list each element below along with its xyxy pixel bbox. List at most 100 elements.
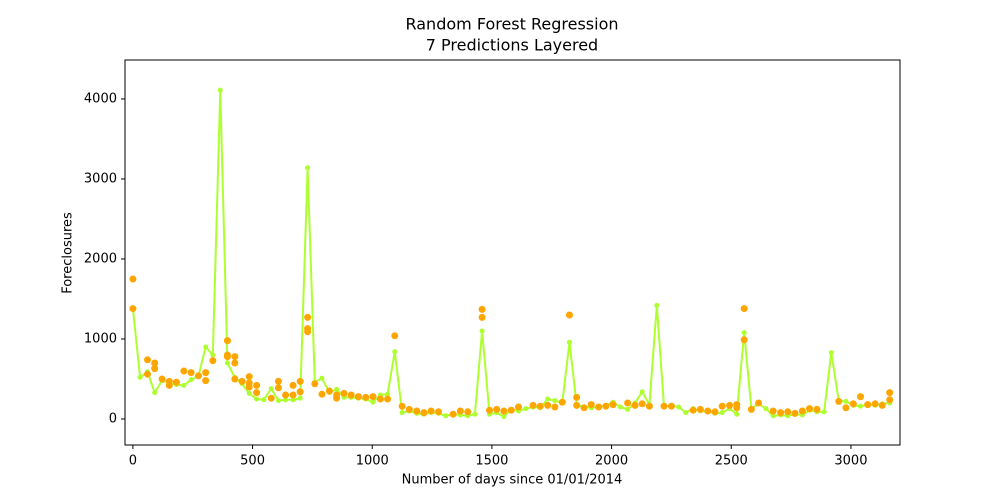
line-point <box>305 165 311 171</box>
scatter-point <box>209 357 217 365</box>
line-point <box>741 330 747 336</box>
scatter-point <box>886 396 894 404</box>
scatter-point <box>624 399 632 407</box>
line-point <box>617 404 623 410</box>
x-tick-label: 500 <box>240 454 265 469</box>
scatter-point <box>514 403 522 411</box>
scatter-point <box>536 402 544 410</box>
scatter-point <box>296 377 304 385</box>
scatter-point <box>609 401 617 409</box>
scatter-point <box>704 407 712 415</box>
line-point <box>443 413 449 419</box>
scatter-point <box>551 403 559 411</box>
line-point <box>261 397 267 403</box>
scatter-point <box>231 359 239 367</box>
scatter-point <box>245 373 253 381</box>
line-point <box>152 390 158 396</box>
x-tick-label: 2500 <box>715 454 748 469</box>
line-point <box>283 397 289 403</box>
line-point <box>625 406 631 412</box>
line-point <box>821 409 827 415</box>
scatter-point <box>864 401 872 409</box>
line-point <box>639 389 645 395</box>
scatter-point <box>187 369 195 377</box>
scatter-point <box>435 408 443 416</box>
scatter-point <box>791 409 799 417</box>
scatter-point <box>755 399 763 407</box>
line-point <box>545 396 551 402</box>
scatter-point <box>405 405 413 413</box>
scatter-point <box>529 401 537 409</box>
line-point <box>843 398 849 404</box>
y-tick-label: 0 <box>109 411 117 426</box>
scatter-point <box>478 305 486 313</box>
scatter-point <box>369 393 377 401</box>
y-tick-label: 2000 <box>84 251 117 266</box>
scatter-point <box>718 402 726 410</box>
scatter-point <box>165 381 173 389</box>
line-point <box>224 360 230 366</box>
scatter-point <box>223 337 231 345</box>
scatter-point <box>631 401 639 409</box>
scatter-point <box>180 367 188 375</box>
scatter-point <box>711 408 719 416</box>
scatter-point <box>813 405 821 413</box>
line-point <box>676 404 682 410</box>
scatter-point <box>318 390 326 398</box>
line-point <box>275 398 281 404</box>
scatter-point <box>871 400 879 408</box>
scatter-point <box>449 410 457 418</box>
scatter-point <box>333 394 341 402</box>
scatter-point <box>784 408 792 416</box>
line-point <box>770 413 776 419</box>
scatter-point <box>595 403 603 411</box>
scatter-point <box>878 401 886 409</box>
line-point <box>246 390 252 396</box>
line-point <box>217 87 223 93</box>
scatter-point <box>311 380 319 388</box>
scatter-point <box>384 395 392 403</box>
scatter-point <box>202 377 210 385</box>
scatter-point <box>580 404 588 412</box>
line-point <box>392 349 398 355</box>
line-point <box>399 410 405 416</box>
scatter-point <box>544 401 552 409</box>
line-point <box>203 344 209 350</box>
scatter-point <box>194 372 202 380</box>
scatter-point <box>747 405 755 413</box>
y-tick-label: 4000 <box>84 91 117 106</box>
scatter-point <box>573 401 581 409</box>
scatter-point <box>842 404 850 412</box>
scatter-point <box>507 406 515 414</box>
scatter-point <box>398 402 406 410</box>
line-point <box>472 411 478 417</box>
x-tick-label: 3000 <box>834 454 867 469</box>
line-point <box>763 406 769 412</box>
line-point <box>683 410 689 416</box>
scatter-point <box>289 391 297 399</box>
scatter-point <box>274 384 282 392</box>
scatter-point <box>886 389 894 397</box>
scatter-point <box>849 400 857 408</box>
scatter-point <box>740 305 748 313</box>
scatter-point <box>689 406 697 414</box>
line-point <box>254 396 260 402</box>
line-point <box>719 410 725 416</box>
scatter-point <box>806 405 814 413</box>
scatter-point <box>769 407 777 415</box>
scatter-point <box>158 375 166 383</box>
scatter-point <box>143 356 151 364</box>
scatter-point <box>223 353 231 361</box>
y-axis-label: Foreclosures <box>61 212 76 294</box>
scatter-point <box>500 407 508 415</box>
scatter-point <box>835 397 843 405</box>
scatter-point <box>660 402 668 410</box>
scatter-point <box>347 391 355 399</box>
scatter-point <box>296 388 304 396</box>
scatter-point <box>282 391 290 399</box>
line-point <box>566 339 572 345</box>
line-point <box>654 302 660 308</box>
scatter-point <box>289 381 297 389</box>
scatter-point <box>420 409 428 417</box>
